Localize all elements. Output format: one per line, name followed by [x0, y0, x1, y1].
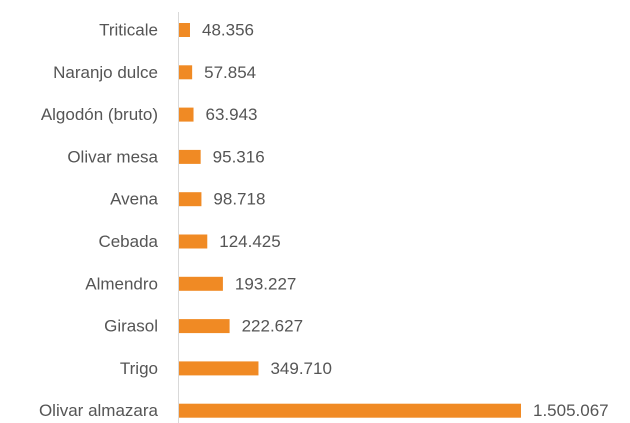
value-label: 222.627 — [242, 317, 303, 336]
category-label: Almendro — [85, 274, 158, 293]
bar — [179, 319, 230, 334]
value-label: 1.505.067 — [533, 401, 609, 420]
value-label: 349.710 — [270, 359, 331, 378]
value-label: 48.356 — [202, 20, 254, 39]
bar — [179, 65, 193, 80]
value-label: 57.854 — [204, 63, 256, 82]
value-label: 63.943 — [206, 105, 258, 124]
bar — [179, 149, 201, 164]
bar — [179, 234, 208, 249]
bar — [179, 192, 202, 207]
category-label: Triticale — [99, 20, 158, 39]
category-label: Avena — [110, 190, 158, 209]
bar — [179, 361, 259, 376]
value-label: 98.718 — [213, 190, 265, 209]
category-label: Naranjo dulce — [53, 63, 158, 82]
category-label: Cebada — [98, 232, 158, 251]
bar — [179, 276, 223, 291]
category-label: Olivar mesa — [67, 147, 158, 166]
value-label: 124.425 — [219, 232, 280, 251]
bar — [179, 23, 190, 37]
category-label: Girasol — [104, 317, 158, 336]
category-label: Olivar almazara — [39, 401, 159, 420]
category-label: Algodón (bruto) — [41, 105, 158, 124]
bar — [179, 107, 194, 122]
value-label: 95.316 — [213, 147, 265, 166]
category-label: Trigo — [120, 359, 158, 378]
bar — [179, 403, 521, 418]
value-label: 193.227 — [235, 274, 296, 293]
